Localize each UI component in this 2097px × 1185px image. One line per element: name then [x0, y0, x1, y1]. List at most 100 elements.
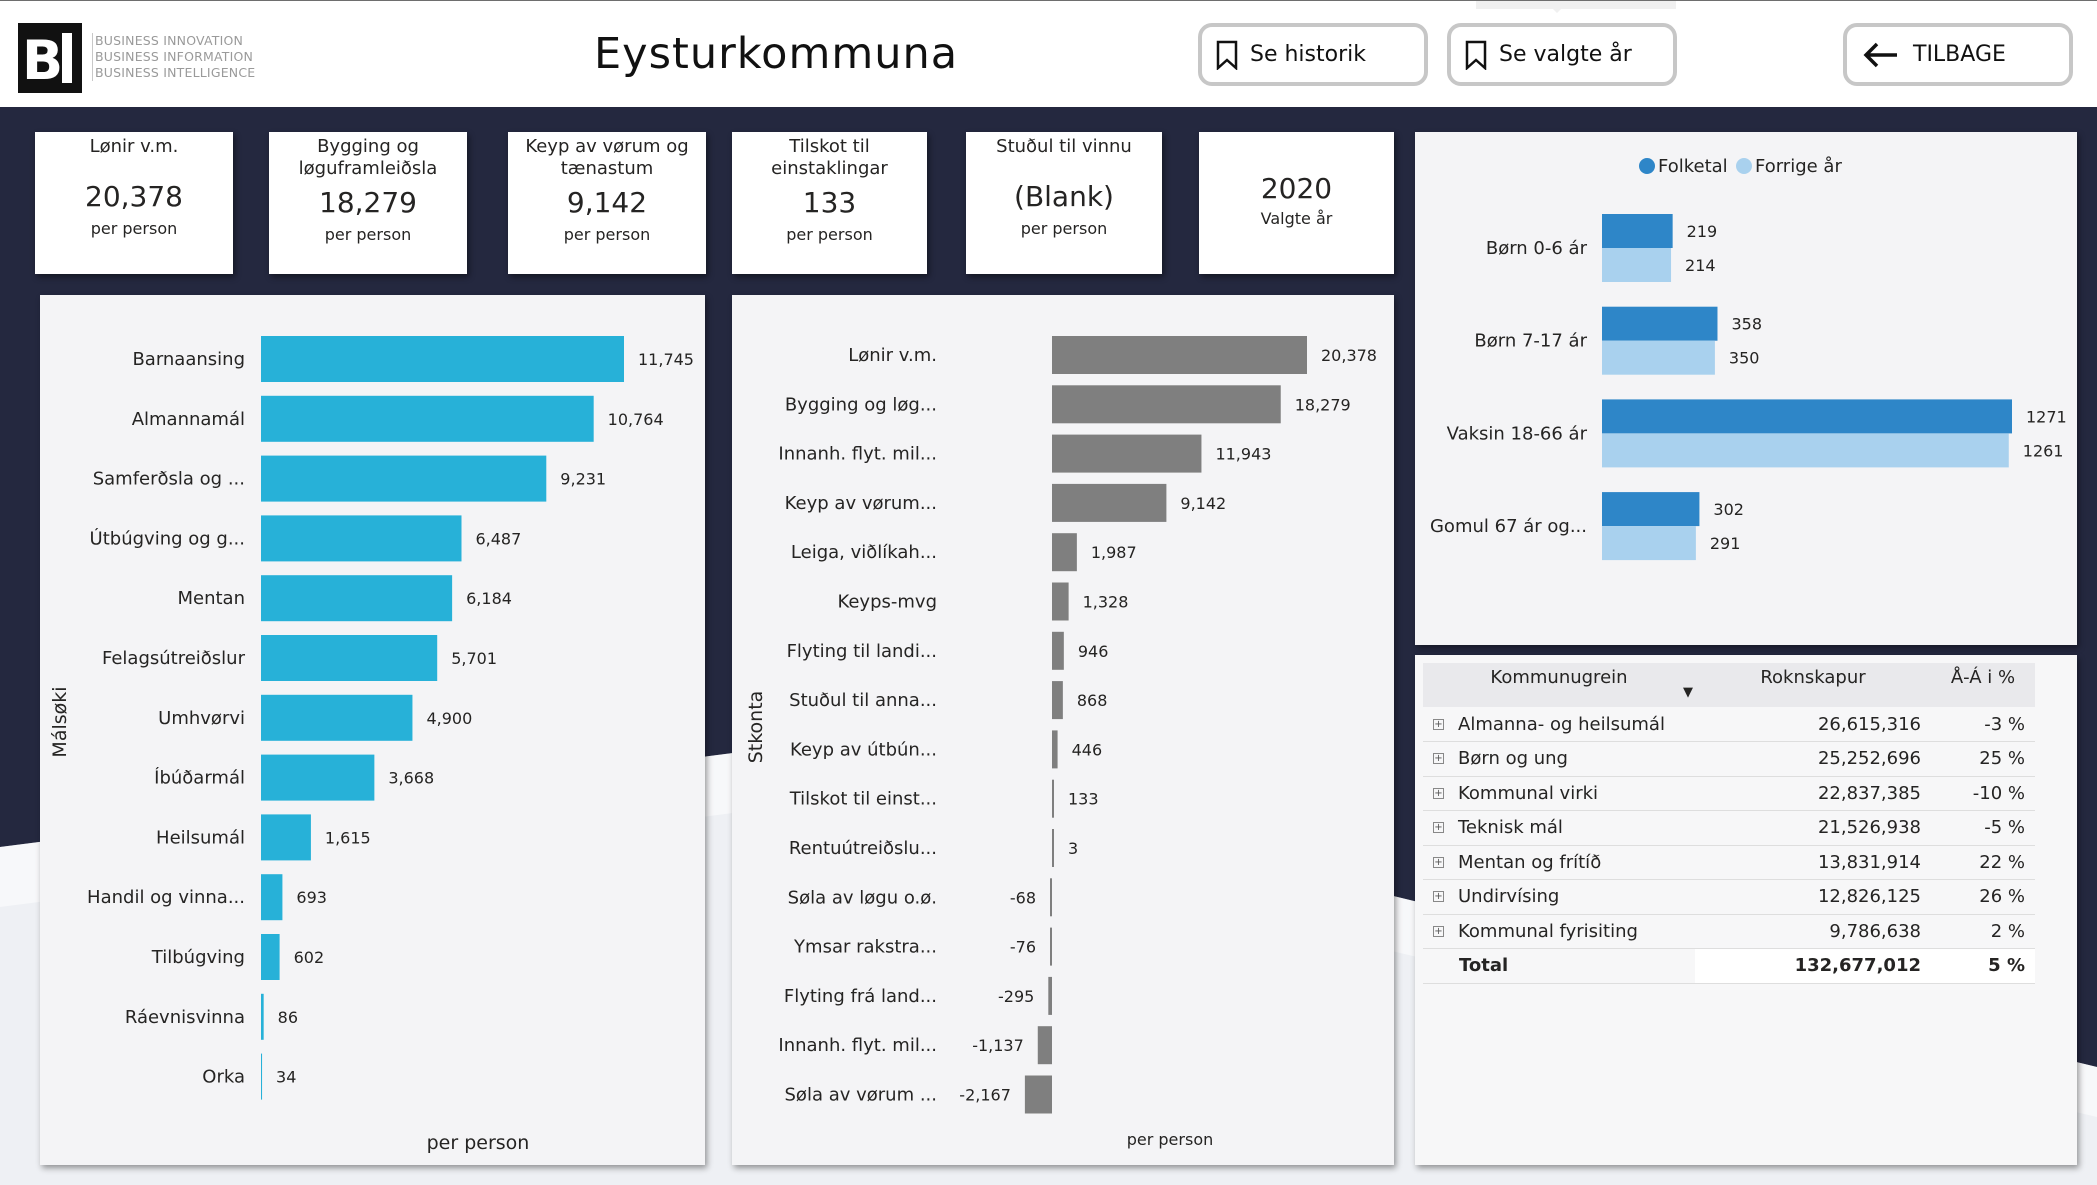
stkonta-bar-chart[interactable]: Lønir v.m. 20,378 Bygging og løg... 18,279 I…	[732, 295, 1394, 1165]
category-label: Flyting frá land...	[784, 986, 937, 1007]
matrix-cell-name: + Kommunal fyrisiting	[1423, 914, 1695, 949]
bar[interactable]	[261, 455, 547, 502]
bar[interactable]	[261, 993, 264, 1040]
matrix-row[interactable]: + Børn og ung 25,252,696 25 %	[1423, 741, 2035, 777]
bar[interactable]	[1052, 829, 1054, 867]
bar[interactable]	[1602, 306, 1718, 341]
legend-marker-forrige-ar	[1736, 158, 1752, 174]
matrix-row[interactable]: + Kommunal fyrisiting 9,786,638 2 %	[1423, 914, 2035, 949]
matrix-cell-pct: 26 %	[1931, 879, 2035, 915]
row-label: Undirvísing	[1458, 886, 1560, 908]
bar[interactable]	[1048, 976, 1052, 1015]
bar[interactable]	[1602, 248, 1672, 282]
matrix-cell-name: + Kommunal virki	[1423, 776, 1695, 811]
bar[interactable]	[1052, 483, 1167, 522]
kpi-card-bygging: Bygging og løguframleiðsla 18,279 per pe…	[269, 132, 467, 274]
data-label: 11,745	[638, 350, 694, 369]
category-label: Vaksin 18-66 ár	[1447, 423, 1588, 444]
bar[interactable]	[1052, 582, 1069, 621]
matrix-header-pct[interactable]: Å-Á i %	[1931, 663, 2035, 707]
population-bar-chart[interactable]: Folketal Forrige år Børn 0-6 ár 219 214 Børn …	[1415, 132, 2077, 645]
matrix-row[interactable]: + Mentan og frítíð 13,831,914 22 %	[1423, 845, 2035, 880]
header-label: Å-Á i %	[1950, 667, 2016, 688]
data-label: 602	[294, 948, 325, 967]
bar[interactable]	[261, 515, 462, 562]
expand-plus-icon[interactable]: +	[1433, 787, 1444, 799]
matrix-cell-pct: 2 %	[1931, 914, 2035, 949]
bar[interactable]	[1050, 878, 1052, 917]
x-axis-title: per person	[1127, 1130, 1214, 1149]
matrix-cell-value: 22,837,385	[1695, 776, 1931, 811]
bar[interactable]	[1602, 433, 2009, 468]
bar[interactable]	[261, 1053, 263, 1100]
matrix-row[interactable]: + Kommunal virki 22,837,385 -10 %	[1423, 776, 2035, 811]
bar[interactable]	[1052, 533, 1077, 572]
bar[interactable]	[1050, 927, 1052, 966]
total-value: 132,677,012	[1695, 948, 1931, 984]
bar[interactable]	[1602, 399, 2012, 434]
y-axis-title: Málsøki	[49, 686, 71, 757]
category-label: Keyp av útbún...	[790, 739, 937, 760]
matrix-cell-name: + Teknisk mál	[1423, 810, 1695, 846]
bar[interactable]	[261, 575, 453, 622]
data-label: -295	[998, 987, 1034, 1006]
category-label: Flyting til landi...	[787, 641, 937, 662]
expand-plus-icon[interactable]: +	[1433, 891, 1444, 903]
bar[interactable]	[261, 874, 283, 921]
data-label: 86	[278, 1008, 298, 1027]
bar[interactable]	[1602, 340, 1715, 375]
matrix-header-roknskapur[interactable]: Roknskapur	[1695, 663, 1931, 707]
bar[interactable]	[1037, 1026, 1052, 1065]
category-label: Rentuútreiðslu...	[789, 838, 937, 859]
kpi-card-keyp: Keyp av vørum og tænastum 9,142 per pers…	[508, 132, 706, 274]
category-label: Samferðsla og ...	[93, 469, 245, 490]
bar[interactable]	[1052, 779, 1054, 818]
bar[interactable]	[261, 934, 280, 980]
bar[interactable]	[261, 635, 438, 681]
bar[interactable]	[1602, 492, 1700, 527]
expand-plus-icon[interactable]: +	[1433, 822, 1444, 834]
row-label: Teknisk mál	[1458, 817, 1563, 839]
matrix-row[interactable]: + Teknisk mál 21,526,938 -5 %	[1423, 810, 2035, 846]
expand-plus-icon[interactable]: +	[1433, 718, 1444, 730]
category-label: Felagsútreiðslur	[102, 648, 246, 669]
bar[interactable]	[261, 694, 413, 741]
matrix-row[interactable]: + Almanna- og heilsumál 26,615,316 -3 %	[1423, 707, 2035, 742]
bar[interactable]	[1052, 336, 1307, 374]
expand-plus-icon[interactable]: +	[1433, 753, 1444, 765]
expand-plus-icon[interactable]: +	[1433, 856, 1444, 868]
row-label: Kommunal fyrisiting	[1458, 920, 1638, 942]
bar[interactable]	[1052, 385, 1281, 424]
budget-matrix[interactable]: Kommunugrein ▼ Roknskapur Å-Á i % + Alman…	[1423, 663, 2035, 984]
history-button[interactable]: Se historik	[1198, 23, 1428, 86]
bar[interactable]	[1602, 214, 1673, 248]
bar[interactable]	[261, 814, 311, 861]
bar[interactable]	[1052, 434, 1202, 473]
category-label: Stuðul til anna...	[789, 690, 937, 711]
category-label: Søla av løgu o.ø.	[788, 887, 937, 908]
bar[interactable]	[1052, 681, 1063, 720]
data-label: 291	[1710, 534, 1741, 553]
matrix-row[interactable]: + Undirvísing 12,826,125 26 %	[1423, 879, 2035, 915]
total-label: Total	[1423, 948, 1695, 984]
bar[interactable]	[1602, 526, 1696, 561]
data-label: 6,487	[475, 529, 521, 548]
back-button[interactable]: TILBAGE	[1843, 23, 2073, 86]
data-label: 693	[296, 888, 327, 907]
bar[interactable]	[261, 754, 375, 801]
category-label: Almannamál	[132, 409, 245, 430]
bar[interactable]	[1024, 1075, 1052, 1114]
malsoki-bar-chart[interactable]: Barnaansing 11,745 Almannamál 10,764 Samferð…	[40, 295, 705, 1165]
bar[interactable]	[1052, 730, 1058, 769]
matrix-header-kommunugrein[interactable]: Kommunugrein ▼	[1423, 663, 1695, 707]
data-label: 219	[1687, 222, 1718, 241]
bar[interactable]	[261, 395, 594, 442]
matrix-cell-name: + Almanna- og heilsumál	[1423, 707, 1695, 742]
expand-plus-icon[interactable]: +	[1433, 925, 1444, 937]
selected-years-button[interactable]: Se valgte år	[1447, 23, 1677, 86]
bar[interactable]	[261, 336, 624, 382]
data-label: 20,378	[1321, 346, 1377, 365]
data-label: 1,987	[1091, 543, 1137, 562]
bar[interactable]	[1052, 631, 1064, 670]
sort-desc-icon[interactable]: ▼	[1683, 685, 1693, 700]
